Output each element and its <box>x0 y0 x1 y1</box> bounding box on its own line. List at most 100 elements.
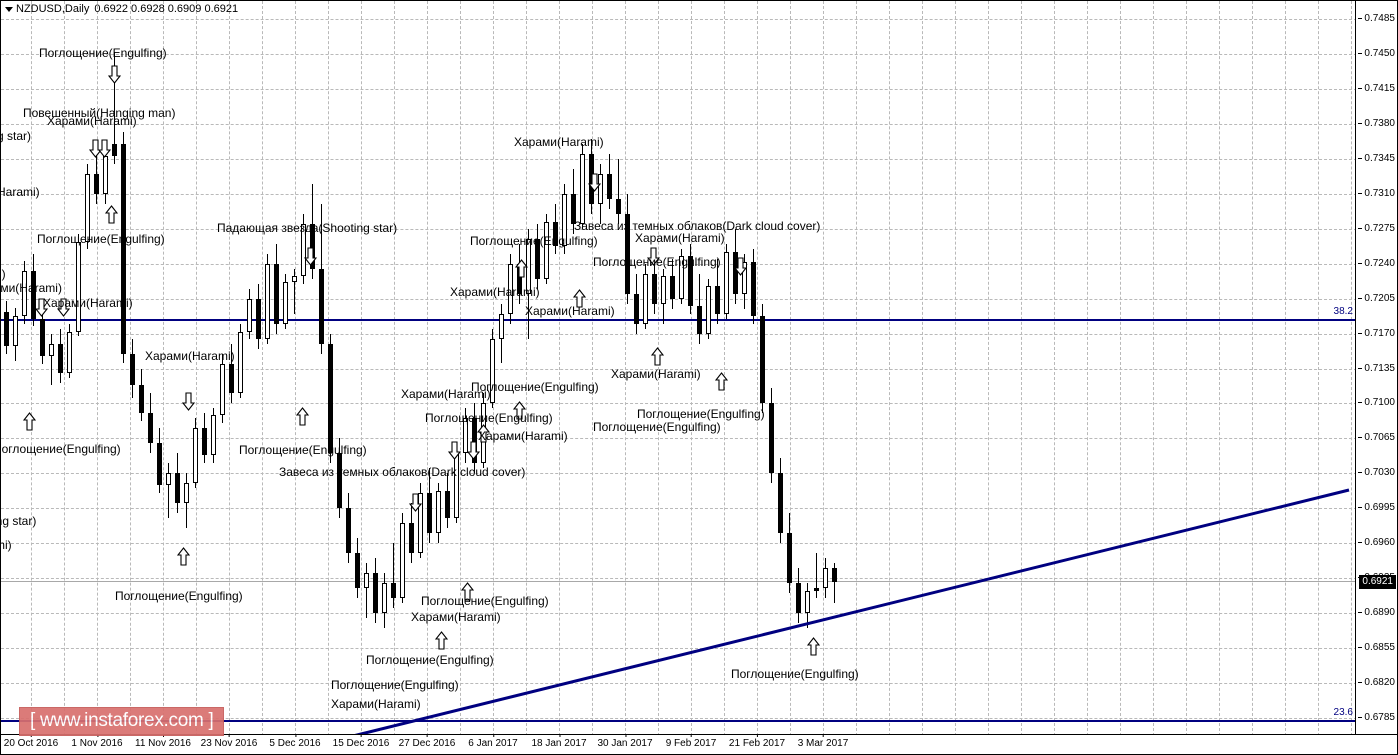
horizontal-gridline <box>1 508 1357 510</box>
candle-body-bearish <box>175 473 180 504</box>
arrow-up-icon <box>650 347 665 366</box>
candle-body-bullish <box>724 251 729 314</box>
pattern-annotation-label: Харами(Harami) <box>611 367 701 381</box>
candle-body-bullish <box>193 428 198 484</box>
candle-body-bearish <box>616 198 621 214</box>
arrow-down-icon <box>303 247 318 266</box>
arrow-up-icon <box>476 424 491 443</box>
candlestick <box>274 1 279 736</box>
arrow-up-icon <box>460 582 475 601</box>
horizontal-gridline <box>1 193 1357 195</box>
candle-body-bullish <box>562 193 567 246</box>
candle-body-bullish <box>67 331 72 374</box>
candlestick <box>742 1 747 736</box>
candlestick <box>490 1 495 736</box>
vertical-gridline <box>262 1 263 736</box>
candlestick <box>661 1 666 736</box>
horizontal-gridline <box>1 333 1357 335</box>
candle-body-bearish <box>571 193 576 224</box>
candle-body-bearish <box>40 318 45 356</box>
candle-body-bearish <box>229 363 234 394</box>
price-tick-label: 0.7240 <box>1358 257 1395 269</box>
time-tick-label: 6 Jan 2017 <box>468 734 518 749</box>
candle-body-bearish <box>130 353 135 386</box>
plot-area[interactable]: 38.2 23.6 Поглощение(Engulfing) Повешенный… <box>1 1 1357 736</box>
pattern-annotation-label: Поглощение(Engulfing) <box>331 678 459 692</box>
candlestick <box>193 1 198 736</box>
price-tick-label: 0.6785 <box>1358 712 1395 724</box>
pattern-annotation-label: Поглощение(Engulfing) <box>470 234 598 248</box>
candlestick <box>301 1 306 736</box>
trend-line[interactable] <box>352 488 1350 736</box>
vertical-gridline <box>592 1 593 736</box>
candle-body-bearish <box>769 403 774 474</box>
candlestick <box>787 1 792 736</box>
vertical-gridline <box>1153 1 1154 736</box>
candle-body-bullish <box>508 263 513 314</box>
candle-body-bullish <box>184 483 189 504</box>
horizontal-gridline <box>1 228 1357 230</box>
candlestick <box>283 1 288 736</box>
candle-body-bullish <box>499 313 504 339</box>
candlestick <box>418 1 423 736</box>
candle-body-bearish <box>688 255 693 306</box>
vertical-gridline <box>790 1 791 736</box>
candle-wick <box>294 268 295 314</box>
arrow-down-icon <box>447 441 462 460</box>
pattern-annotation-label: mi) <box>1 538 12 552</box>
trend-line-layer[interactable] <box>1 1 1357 736</box>
candlestick <box>760 1 765 736</box>
horizontal-gridline <box>1 18 1357 20</box>
candle-body-bearish <box>607 173 612 199</box>
time-tick-label: 5 Dec 2016 <box>269 734 321 749</box>
fibonacci-level-line[interactable] <box>1 720 1357 722</box>
candle-body-bearish <box>535 238 540 279</box>
candlestick <box>220 1 225 736</box>
fibonacci-levels-layer[interactable]: 38.2 23.6 <box>1 1 1357 736</box>
horizontal-gridline <box>1 613 1357 615</box>
candle-body-bullish <box>265 263 270 339</box>
candle-body-bullish <box>220 363 225 416</box>
candlestick <box>796 1 801 736</box>
candlestick <box>634 1 639 736</box>
vertical-gridline <box>163 1 164 736</box>
price-tick-label: 0.7485 <box>1358 12 1395 24</box>
price-tick-label: 0.6855 <box>1358 642 1395 654</box>
vertical-gridline <box>691 1 692 736</box>
candlestick <box>121 1 126 736</box>
price-tick-label: 0.7275 <box>1358 222 1395 234</box>
arrow-down-icon <box>587 173 602 192</box>
price-axis[interactable]: 0.7485 0.7450 0.7415 0.7380 0.7345 0.7310 0.72… <box>1355 1 1397 736</box>
fibonacci-level-label: 38.2 <box>1333 306 1353 317</box>
time-tick-label: 9 Feb 2017 <box>665 734 717 749</box>
vertical-gridline <box>31 1 32 736</box>
horizontal-gridline <box>1 368 1357 370</box>
horizontal-gridline <box>1 543 1357 545</box>
candle-body-bearish <box>778 473 783 534</box>
candlestick <box>769 1 774 736</box>
horizontal-gridline <box>1 158 1357 160</box>
candlestick <box>679 1 684 736</box>
candlestick <box>706 1 711 736</box>
vertical-gridline <box>1351 1 1352 736</box>
vertical-gridline <box>1021 1 1022 736</box>
time-axis[interactable]: 20 Oct 2016 1 Nov 2016 11 Nov 2016 23 Nov 2… <box>1 734 1397 754</box>
candlestick <box>112 1 117 736</box>
pattern-annotation-label: Завеса из темных облаков(Dark cloud cove… <box>574 219 821 233</box>
arrow-up-icon <box>104 205 119 224</box>
candlestick <box>76 1 81 736</box>
arrow-up-icon <box>806 637 821 656</box>
time-tick-label: 30 Jan 2017 <box>597 734 653 749</box>
candlestick <box>544 1 549 736</box>
candlestick <box>382 1 387 736</box>
candlestick <box>535 1 540 736</box>
vertical-gridline <box>1252 1 1253 736</box>
fibonacci-level-line[interactable] <box>1 319 1357 321</box>
chevron-down-icon[interactable] <box>5 6 13 12</box>
candlestick <box>598 1 603 736</box>
candle-body-bullish <box>301 223 306 276</box>
candle-body-bullish <box>643 273 648 324</box>
candle-body-bullish <box>706 285 711 334</box>
horizontal-gridline <box>1 298 1357 300</box>
